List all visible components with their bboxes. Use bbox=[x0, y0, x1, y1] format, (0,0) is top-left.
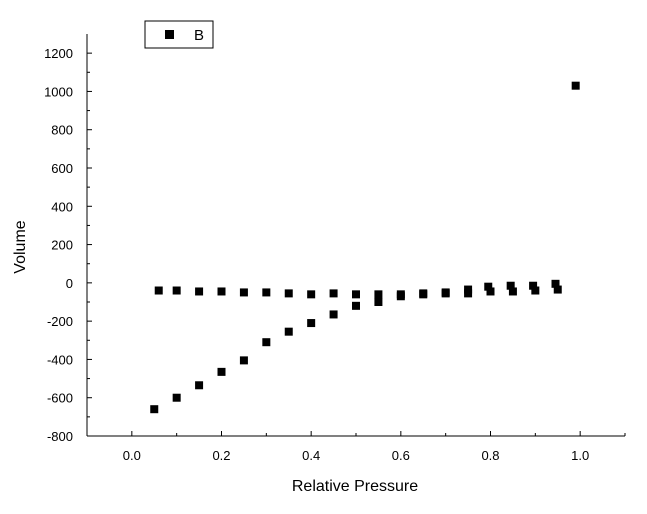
legend-marker-b bbox=[165, 30, 174, 39]
legend-label-b: B bbox=[194, 27, 204, 44]
legend: B bbox=[144, 20, 214, 49]
y-tick-label: -800 bbox=[47, 429, 73, 444]
data-points bbox=[150, 81, 580, 414]
data-point bbox=[262, 338, 271, 347]
data-point bbox=[307, 290, 316, 299]
y-tick-label: 800 bbox=[51, 123, 73, 138]
data-point bbox=[374, 290, 383, 299]
data-point bbox=[508, 287, 517, 296]
y-tick-label: 0 bbox=[66, 276, 73, 291]
data-point bbox=[172, 286, 181, 295]
data-point bbox=[551, 279, 560, 288]
data-point bbox=[571, 81, 580, 90]
y-tick-label: 1200 bbox=[44, 46, 73, 61]
y-tick-label: 400 bbox=[51, 199, 73, 214]
data-point bbox=[531, 286, 540, 295]
data-point bbox=[506, 281, 515, 290]
x-tick-label: 0.2 bbox=[212, 448, 230, 463]
data-point bbox=[284, 289, 293, 298]
legend-box bbox=[144, 20, 214, 49]
data-point bbox=[464, 285, 473, 294]
data-point bbox=[419, 289, 428, 298]
data-point bbox=[307, 319, 316, 328]
data-point bbox=[217, 287, 226, 296]
x-tick-label: 0.4 bbox=[302, 448, 320, 463]
y-tick-label: 200 bbox=[51, 238, 73, 253]
data-point bbox=[217, 367, 226, 376]
data-point bbox=[195, 287, 204, 296]
y-tick-label: -400 bbox=[47, 352, 73, 367]
axes bbox=[86, 34, 625, 437]
y-tick-label: 1000 bbox=[44, 84, 73, 99]
data-point bbox=[352, 301, 360, 310]
data-point bbox=[195, 381, 204, 390]
y-tick-label: -200 bbox=[47, 314, 73, 329]
data-point bbox=[486, 287, 495, 296]
x-tick-label: 0.8 bbox=[481, 448, 499, 463]
data-point bbox=[284, 327, 293, 336]
x-tick-label: 0.6 bbox=[392, 448, 410, 463]
data-point bbox=[484, 282, 493, 291]
data-point bbox=[352, 290, 360, 299]
x-tick-label: 1.0 bbox=[571, 448, 589, 463]
x-axis-title: Relative Pressure bbox=[292, 478, 418, 495]
y-tick-label: 600 bbox=[51, 161, 73, 176]
x-tick-label: 0.0 bbox=[123, 448, 141, 463]
data-point bbox=[239, 288, 248, 297]
data-point bbox=[150, 405, 159, 414]
data-point bbox=[396, 290, 405, 299]
data-point bbox=[172, 393, 181, 402]
data-point bbox=[441, 288, 450, 297]
data-point bbox=[553, 285, 562, 294]
data-point bbox=[154, 286, 163, 295]
y-tick-label: -600 bbox=[47, 391, 73, 406]
y-axis-title: Volume bbox=[12, 220, 29, 273]
ticks: -800 -600 -400 -200 0 200 400 600 800 1000 1200 0.0… bbox=[44, 46, 626, 463]
data-point bbox=[329, 310, 338, 319]
data-point bbox=[374, 298, 383, 306]
data-point bbox=[329, 289, 338, 298]
data-point bbox=[529, 281, 538, 290]
data-point bbox=[239, 356, 248, 365]
data-point bbox=[262, 288, 271, 297]
